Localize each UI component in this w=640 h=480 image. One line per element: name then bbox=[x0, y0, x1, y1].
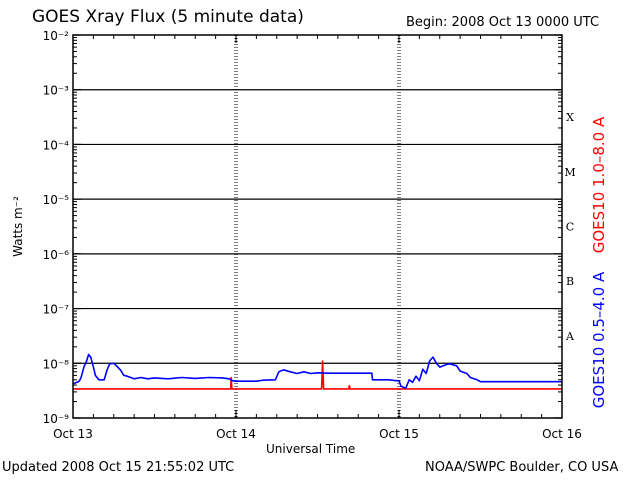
label-layer: 10⁻⁹ 10⁻⁸ 10⁻⁷ 10⁻⁶ 10⁻⁵ 10⁻⁴ 10⁻³ 10⁻² Oct 13 Oc… bbox=[11, 29, 608, 441]
x-tick-label: Oct 14 bbox=[216, 427, 256, 441]
flare-class-label: A bbox=[565, 330, 575, 343]
grid-layer bbox=[72, 34, 563, 419]
flare-class-label: X bbox=[566, 111, 574, 124]
credit-text: NOAA/SWPC Boulder, CO USA bbox=[425, 460, 619, 475]
y-tick-label: 10⁻⁹ bbox=[43, 412, 70, 426]
series-line bbox=[72, 353, 562, 389]
x-axis-title: Universal Time bbox=[266, 442, 356, 456]
y-axis-title: Watts m⁻² bbox=[11, 196, 25, 257]
x-tick-label: Oct 16 bbox=[542, 427, 582, 441]
legend-label: GOES10 0.5–4.0 A bbox=[590, 271, 608, 408]
flare-class-label: B bbox=[566, 275, 574, 288]
x-tick-label: Oct 15 bbox=[379, 427, 419, 441]
flare-class-label: C bbox=[566, 221, 574, 234]
updated-timestamp: Updated 2008 Oct 15 21:55:02 UTC bbox=[2, 460, 235, 475]
y-tick-label: 10⁻⁶ bbox=[43, 248, 70, 262]
flare-class-label: M bbox=[564, 166, 575, 179]
y-tick-label: 10⁻² bbox=[43, 29, 70, 43]
series-line bbox=[73, 360, 562, 390]
series-layer bbox=[72, 353, 562, 390]
legend-label: GOES10 1.0–8.0 A bbox=[590, 116, 608, 253]
y-tick-label: 10⁻⁴ bbox=[43, 138, 70, 152]
y-tick-label: 10⁻³ bbox=[43, 84, 70, 98]
begin-timestamp: Begin: 2008 Oct 13 0000 UTC bbox=[406, 15, 600, 30]
y-tick-label: 10⁻⁸ bbox=[43, 357, 70, 371]
chart-title: GOES Xray Flux (5 minute data) bbox=[32, 7, 304, 27]
plot-frame bbox=[72, 34, 563, 419]
y-tick-label: 10⁻⁵ bbox=[43, 193, 70, 207]
y-tick-label: 10⁻⁷ bbox=[43, 303, 70, 317]
x-tick-label: Oct 13 bbox=[53, 427, 93, 441]
